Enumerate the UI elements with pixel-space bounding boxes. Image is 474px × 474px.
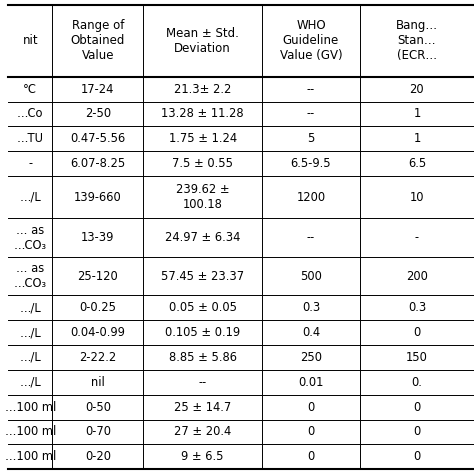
Text: 5: 5 (307, 132, 315, 146)
Text: …TU: …TU (17, 132, 44, 146)
Text: Range of
Obtained
Value: Range of Obtained Value (71, 19, 125, 62)
Text: 0: 0 (413, 450, 420, 464)
Text: 0.01: 0.01 (298, 376, 324, 389)
Text: 139-660: 139-660 (74, 191, 122, 204)
Text: -: - (28, 157, 32, 170)
Text: 6.07-8.25: 6.07-8.25 (70, 157, 126, 170)
Text: 2-22.2: 2-22.2 (79, 351, 117, 364)
Text: 0-20: 0-20 (85, 450, 111, 464)
Text: 21.3± 2.2: 21.3± 2.2 (174, 82, 231, 96)
Text: 20: 20 (410, 82, 424, 96)
Text: 10: 10 (410, 191, 424, 204)
Text: 250: 250 (300, 351, 322, 364)
Text: …Co: …Co (17, 108, 44, 120)
Text: --: -- (307, 82, 315, 96)
Text: 0.4: 0.4 (302, 326, 320, 339)
Text: 0.47-5.56: 0.47-5.56 (70, 132, 126, 146)
Text: 1200: 1200 (296, 191, 326, 204)
Text: 1: 1 (413, 108, 420, 120)
Text: … as
…CO₃: … as …CO₃ (14, 224, 47, 252)
Text: °C: °C (23, 82, 37, 96)
Text: 0-70: 0-70 (85, 426, 111, 438)
Text: 0: 0 (307, 401, 315, 414)
Text: …/L: …/L (19, 326, 41, 339)
Text: 6.5-9.5: 6.5-9.5 (291, 157, 331, 170)
Text: 6.5: 6.5 (408, 157, 426, 170)
Text: 1: 1 (413, 132, 420, 146)
Text: 9 ± 6.5: 9 ± 6.5 (182, 450, 224, 464)
Text: --: -- (307, 231, 315, 244)
Text: Mean ± Std.
Deviation: Mean ± Std. Deviation (166, 27, 239, 55)
Text: 13-39: 13-39 (81, 231, 115, 244)
Text: 0: 0 (413, 401, 420, 414)
Text: Bang…
Stan…
(ECR…: Bang… Stan… (ECR… (396, 19, 438, 62)
Text: …/L: …/L (19, 351, 41, 364)
Text: 2-50: 2-50 (85, 108, 111, 120)
Text: 0.3: 0.3 (408, 301, 426, 314)
Text: 0.04-0.99: 0.04-0.99 (71, 326, 125, 339)
Text: 17-24: 17-24 (81, 82, 115, 96)
Text: 0: 0 (307, 426, 315, 438)
Text: 25-120: 25-120 (77, 270, 118, 283)
Text: 0.: 0. (411, 376, 422, 389)
Text: …100 ml: …100 ml (5, 401, 56, 414)
Text: 8.85 ± 5.86: 8.85 ± 5.86 (169, 351, 237, 364)
Text: 0: 0 (413, 426, 420, 438)
Text: 13.28 ± 11.28: 13.28 ± 11.28 (161, 108, 244, 120)
Text: 200: 200 (406, 270, 428, 283)
Text: 150: 150 (406, 351, 428, 364)
Text: 0-0.25: 0-0.25 (79, 301, 116, 314)
Text: 500: 500 (300, 270, 322, 283)
Text: 27 ± 20.4: 27 ± 20.4 (174, 426, 231, 438)
Text: 0.105 ± 0.19: 0.105 ± 0.19 (165, 326, 240, 339)
Text: …100 ml: …100 ml (5, 426, 56, 438)
Text: …100 ml: …100 ml (5, 450, 56, 464)
Text: …/L: …/L (19, 191, 41, 204)
Text: 0: 0 (307, 450, 315, 464)
Text: 1.75 ± 1.24: 1.75 ± 1.24 (169, 132, 237, 146)
Text: 24.97 ± 6.34: 24.97 ± 6.34 (165, 231, 240, 244)
Text: …/L: …/L (19, 301, 41, 314)
Text: --: -- (307, 108, 315, 120)
Text: 0-50: 0-50 (85, 401, 111, 414)
Text: WHO
Guideline
Value (GV): WHO Guideline Value (GV) (280, 19, 342, 62)
Text: …/L: …/L (19, 376, 41, 389)
Text: 57.45 ± 23.37: 57.45 ± 23.37 (161, 270, 244, 283)
Text: nit: nit (22, 34, 38, 47)
Text: 0.05 ± 0.05: 0.05 ± 0.05 (169, 301, 237, 314)
Text: 0: 0 (413, 326, 420, 339)
Text: --: -- (199, 376, 207, 389)
Text: nil: nil (91, 376, 105, 389)
Text: 7.5 ± 0.55: 7.5 ± 0.55 (172, 157, 233, 170)
Text: 25 ± 14.7: 25 ± 14.7 (174, 401, 231, 414)
Text: 239.62 ±
100.18: 239.62 ± 100.18 (176, 183, 229, 211)
Text: 0.3: 0.3 (302, 301, 320, 314)
Text: -: - (415, 231, 419, 244)
Text: … as
…CO₃: … as …CO₃ (14, 262, 47, 290)
